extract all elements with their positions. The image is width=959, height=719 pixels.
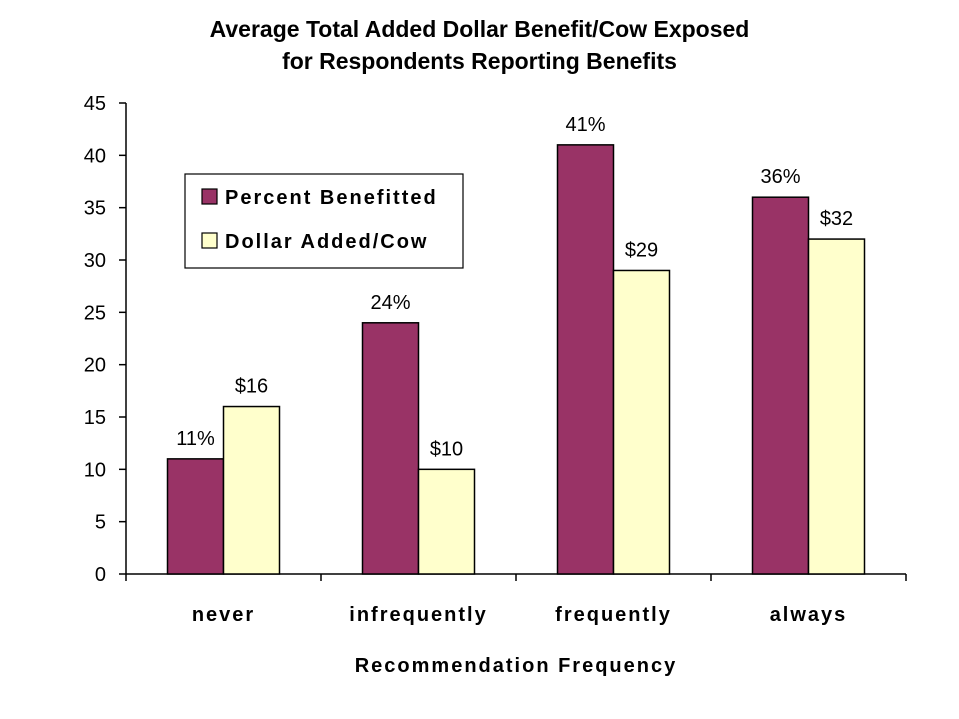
y-tick-label: 10 (84, 459, 106, 481)
axes: 0 5 10 15 20 25 30 35 40 45 never infrequently frequ… (84, 93, 907, 626)
y-tick-label: 20 (84, 355, 106, 377)
legend: Percent Benefitted Dollar Added/Cow (184, 173, 464, 269)
data-label-dollar-never: $16 (235, 376, 268, 398)
x-axis-title: Recommendation Frequency (355, 655, 678, 677)
x-tick-label-never: never (192, 604, 255, 626)
bar-dollar-added-cow-always (807, 238, 866, 575)
bars (166, 144, 866, 575)
data-label-dollar-frequently: $29 (625, 239, 658, 261)
bar-percent-benefitted-always (751, 196, 810, 575)
x-tick-label-infrequently: infrequently (349, 604, 487, 626)
data-label-percent-infrequently: 24% (370, 292, 410, 314)
legend-label-percent-benefitted: Percent Benefitted (225, 187, 438, 209)
bar-percent-benefitted-never (166, 458, 225, 575)
bar-dollar-added-cow-frequently (612, 269, 671, 575)
y-tick-label: 0 (95, 564, 106, 586)
y-tick-label: 15 (84, 407, 106, 429)
data-label-dollar-infrequently: $10 (430, 438, 463, 460)
data-label-percent-frequently: 41% (565, 114, 605, 136)
y-tick-label: 5 (95, 512, 106, 534)
x-tick-label-always: always (770, 604, 848, 626)
y-tick-label: 30 (84, 250, 106, 272)
legend-frame (184, 173, 464, 269)
y-tick-label: 40 (84, 145, 106, 167)
data-labels: 11% 24% 41% 36% $16 $10 $29 $32 (176, 114, 853, 460)
data-label-dollar-always: $32 (820, 208, 853, 230)
y-tick-label: 35 (84, 198, 106, 220)
bar-dollar-added-cow-infrequently (417, 468, 476, 575)
x-tick-label-frequently: frequently (555, 604, 672, 626)
bar-dollar-added-cow-never (222, 405, 281, 575)
y-tick-label: 25 (84, 302, 106, 324)
data-label-percent-always: 36% (760, 166, 800, 188)
y-tick-label: 45 (84, 93, 106, 115)
legend-swatch-dollar-added-cow (201, 232, 218, 249)
bar-percent-benefitted-frequently (556, 144, 615, 575)
legend-label-dollar-added-cow: Dollar Added/Cow (225, 231, 428, 253)
bar-percent-benefitted-infrequently (361, 322, 420, 575)
legend-swatch-percent-benefitted (201, 188, 218, 205)
chart-subtitle: for Respondents Reporting Benefits (282, 48, 677, 74)
data-label-percent-never: 11% (176, 428, 215, 450)
chart-title: Average Total Added Dollar Benefit/Cow E… (209, 16, 750, 42)
